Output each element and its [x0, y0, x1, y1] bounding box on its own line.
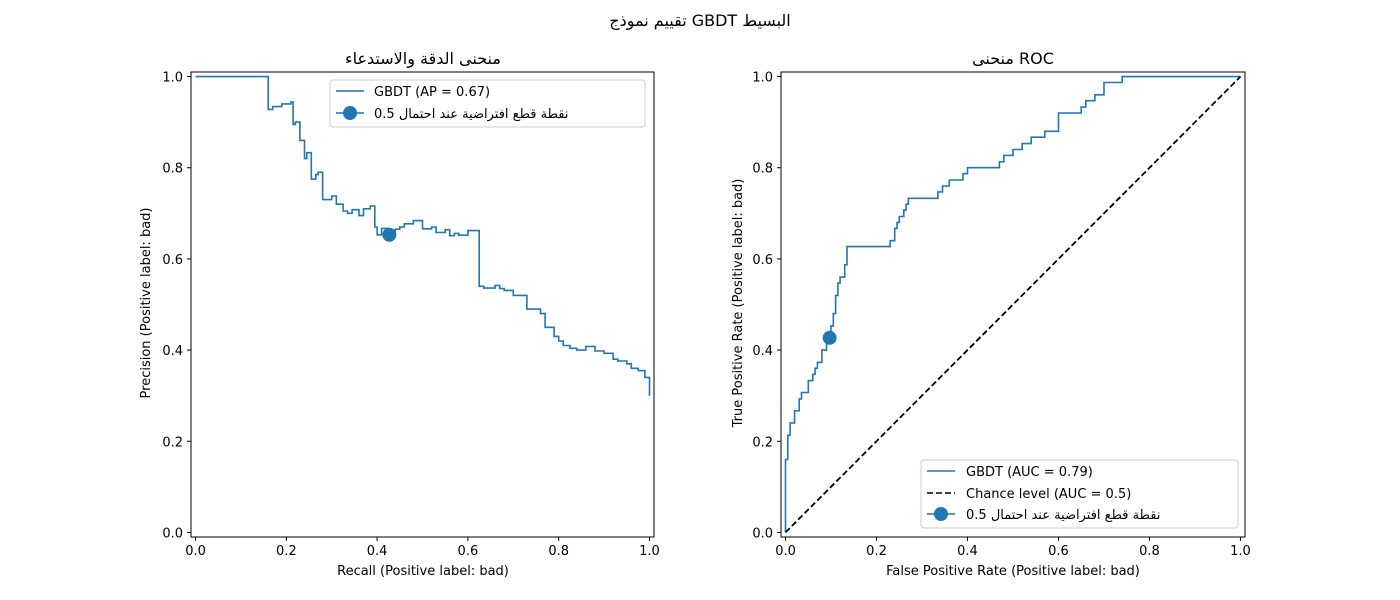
roc-legend-label-cutoff: نقطة قطع افتراضية عند احتمال 0.5 [966, 508, 1160, 523]
pr-axes-frame [190, 71, 655, 538]
pr-legend-label-cutoff: نقطة قطع افتراضية عند احتمال 0.5 [374, 107, 568, 122]
roc-ylabel: True Positive Rate (Positive label: bad) [731, 179, 746, 429]
pr-xtick-label: 0.4 [367, 544, 388, 559]
pr-plot-area [195, 75, 651, 396]
roc-plot-area [784, 75, 1242, 534]
roc-gbdt-curve [784, 75, 1241, 533]
roc-ytick-label: 0.6 [752, 253, 773, 268]
roc-ticks: 0.0 0.2 0.4 0.6 0.8 1.0 0.0 0.2 0.4 0.6 0.8 1.0 [752, 71, 1250, 559]
pr-ticks: 0.0 0.2 0.4 0.6 0.8 1.0 0.0 0.2 0.4 0.6 0.8 1.0 [162, 71, 659, 559]
pr-ytick-label: 0.6 [162, 253, 183, 268]
roc-ytick-label: 1.0 [752, 71, 773, 86]
precision-recall-panel: منحنى الدقة والاستدعاء Recall (Positive … [139, 49, 660, 579]
roc-ytick-label: 0.8 [752, 162, 773, 177]
roc-panel: منحنى ROC False Positive Rate (Positive … [731, 49, 1251, 579]
roc-chance-line [784, 75, 1242, 534]
roc-legend-label-chance: Chance level (AUC = 0.5) [966, 487, 1131, 502]
pr-ytick-label: 0.8 [162, 162, 183, 177]
roc-legend-box [920, 459, 1239, 529]
roc-xtick-label: 0.8 [1139, 544, 1160, 559]
pr-xtick-label: 1.0 [639, 544, 660, 559]
roc-ytick-label: 0.2 [752, 435, 773, 450]
pr-xtick-label: 0.6 [458, 544, 479, 559]
roc-ytick-label: 0.0 [752, 526, 773, 541]
pr-legend-marker-cutoff [343, 106, 357, 120]
pr-ytick-label: 0.4 [162, 344, 183, 359]
figure-suptitle: تقييم نموذج GBDT البسيط [609, 11, 790, 31]
roc-cutoff-marker [822, 330, 837, 345]
roc-xtick-label: 1.0 [1230, 544, 1251, 559]
roc-legend-label-gbdt: GBDT (AUC = 0.79) [966, 465, 1093, 480]
roc-legend-marker-cutoff [934, 507, 948, 521]
roc-legend: GBDT (AUC = 0.79) Chance level (AUC = 0.… [920, 459, 1239, 529]
pr-cutoff-marker [382, 227, 397, 242]
pr-legend: GBDT (AP = 0.67) نقطة قطع افتراضية عند ا… [329, 79, 646, 128]
pr-ytick-label: 0.2 [162, 435, 183, 450]
roc-ytick-label: 0.4 [752, 344, 773, 359]
roc-xlabel: False Positive Rate (Positive label: bad… [886, 564, 1140, 579]
pr-ytick-label: 1.0 [162, 71, 183, 86]
pr-title: منحنى الدقة والاستدعاء [345, 49, 501, 69]
pr-legend-label-gbdt: GBDT (AP = 0.67) [374, 85, 490, 100]
pr-xtick-label: 0.8 [548, 544, 569, 559]
pr-gbdt-curve [195, 75, 651, 396]
pr-xlabel: Recall (Positive label: bad) [337, 564, 509, 579]
pr-ylabel: Precision (Positive label: bad) [139, 208, 154, 399]
pr-ytick-label: 0.0 [162, 526, 183, 541]
pr-xtick-label: 0.2 [276, 544, 297, 559]
pr-xtick-label: 0.0 [185, 544, 206, 559]
roc-xtick-label: 0.6 [1048, 544, 1069, 559]
roc-xtick-label: 0.0 [775, 544, 796, 559]
roc-title: منحنى ROC [972, 49, 1054, 68]
roc-xtick-label: 0.4 [957, 544, 978, 559]
roc-axes-frame [780, 71, 1246, 538]
roc-xtick-label: 0.2 [866, 544, 887, 559]
pr-legend-box [329, 79, 646, 128]
